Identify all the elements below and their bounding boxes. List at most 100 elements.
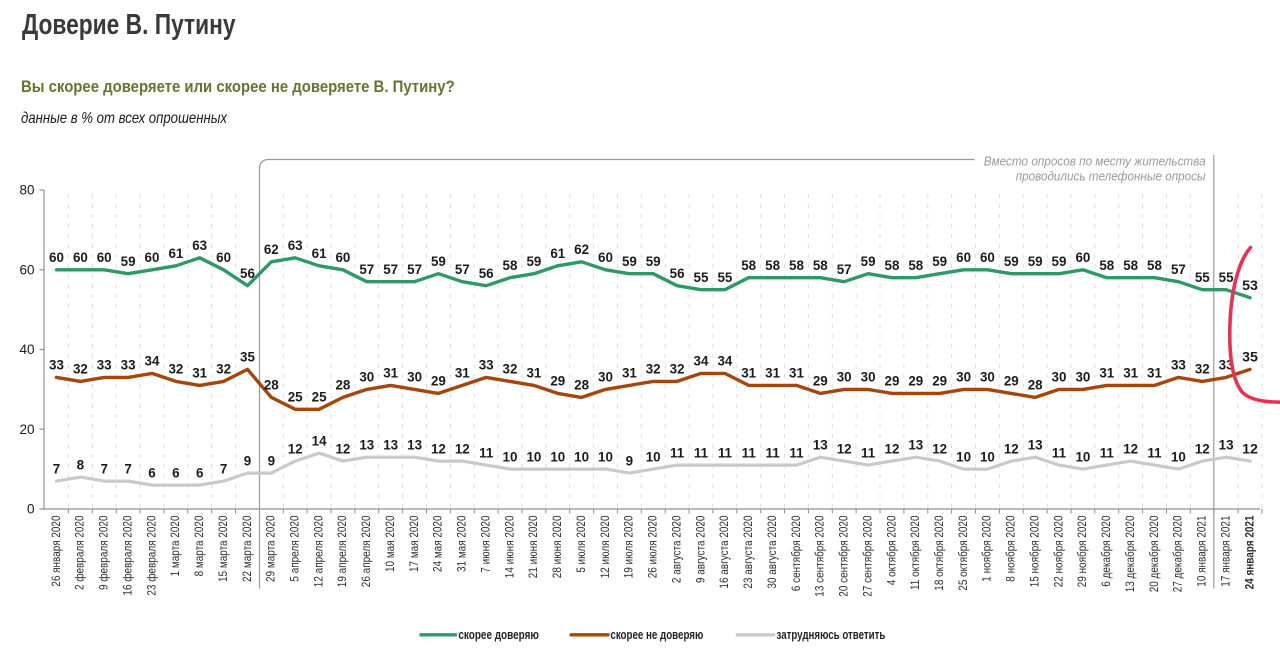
svg-text:15 ноября 2020: 15 ноября 2020	[1027, 515, 1041, 587]
svg-text:57: 57	[455, 262, 470, 277]
svg-text:33: 33	[121, 358, 136, 373]
svg-text:10 мая 2020: 10 мая 2020	[383, 515, 397, 572]
svg-text:30: 30	[598, 370, 613, 385]
svg-text:7: 7	[53, 461, 60, 476]
svg-text:17 мая 2020: 17 мая 2020	[407, 515, 421, 572]
svg-text:20: 20	[19, 422, 34, 437]
svg-text:58: 58	[765, 258, 780, 273]
svg-text:30: 30	[956, 370, 971, 385]
svg-text:60: 60	[216, 250, 231, 265]
svg-text:61: 61	[312, 246, 327, 261]
svg-text:12: 12	[837, 441, 852, 456]
svg-text:59: 59	[1028, 254, 1043, 269]
svg-text:12: 12	[335, 441, 350, 456]
svg-text:58: 58	[885, 258, 900, 273]
svg-text:31: 31	[383, 366, 398, 381]
svg-text:57: 57	[383, 262, 398, 277]
svg-text:10: 10	[956, 449, 971, 464]
svg-text:7 июня 2020: 7 июня 2020	[478, 515, 492, 572]
svg-text:13: 13	[407, 437, 422, 452]
svg-text:13: 13	[1219, 437, 1234, 452]
svg-text:29: 29	[550, 374, 565, 389]
svg-text:13: 13	[908, 437, 923, 452]
svg-text:58: 58	[789, 258, 804, 273]
svg-text:6: 6	[196, 465, 203, 480]
svg-text:7: 7	[124, 461, 131, 476]
svg-text:28: 28	[264, 378, 279, 393]
svg-text:59: 59	[932, 254, 947, 269]
svg-text:25: 25	[288, 390, 303, 405]
svg-text:13 декабря 2020: 13 декабря 2020	[1123, 515, 1137, 592]
svg-text:4 октября 2020: 4 октября 2020	[884, 515, 898, 585]
svg-text:28: 28	[574, 378, 589, 393]
svg-text:12: 12	[1004, 441, 1019, 456]
svg-text:17 января 2021: 17 января 2021	[1218, 515, 1232, 586]
svg-text:57: 57	[407, 262, 422, 277]
svg-text:27 декабря 2020: 27 декабря 2020	[1171, 515, 1185, 592]
svg-text:29 марта 2020: 29 марта 2020	[264, 515, 278, 582]
svg-text:13: 13	[813, 437, 828, 452]
svg-text:56: 56	[479, 266, 494, 281]
svg-text:60: 60	[97, 250, 112, 265]
svg-text:12: 12	[455, 441, 470, 456]
svg-text:30 августа 2020: 30 августа 2020	[765, 515, 779, 588]
svg-text:12 апреля 2020: 12 апреля 2020	[311, 515, 325, 587]
svg-text:29: 29	[431, 374, 446, 389]
svg-text:6 декабря 2020: 6 декабря 2020	[1099, 515, 1113, 586]
svg-text:20 декабря 2020: 20 декабря 2020	[1147, 515, 1161, 592]
svg-text:6 сентября 2020: 6 сентября 2020	[789, 515, 803, 591]
svg-text:12: 12	[1195, 441, 1210, 456]
svg-text:12: 12	[431, 441, 446, 456]
svg-text:26 января 2020: 26 января 2020	[49, 515, 63, 586]
svg-text:23 февраля 2020: 23 февраля 2020	[144, 515, 158, 595]
svg-text:28: 28	[335, 378, 350, 393]
svg-text:10: 10	[503, 449, 518, 464]
svg-text:31: 31	[1123, 366, 1138, 381]
svg-text:31: 31	[1099, 366, 1114, 381]
svg-text:60: 60	[1075, 250, 1090, 265]
svg-text:59: 59	[1052, 254, 1067, 269]
svg-text:12: 12	[1242, 441, 1258, 457]
svg-text:60: 60	[145, 250, 160, 265]
svg-text:32: 32	[216, 362, 231, 377]
svg-text:30: 30	[837, 370, 852, 385]
svg-text:12: 12	[932, 441, 947, 456]
svg-text:55: 55	[1195, 270, 1210, 285]
svg-text:26 апреля 2020: 26 апреля 2020	[359, 515, 373, 587]
svg-text:24 января 2021: 24 января 2021	[1242, 515, 1256, 589]
svg-text:56: 56	[240, 266, 255, 281]
svg-text:8: 8	[77, 457, 85, 472]
svg-text:58: 58	[1099, 258, 1114, 273]
svg-text:10: 10	[980, 449, 995, 464]
svg-text:60: 60	[335, 250, 350, 265]
svg-text:11: 11	[861, 445, 876, 460]
svg-text:21 июня 2020: 21 июня 2020	[526, 515, 540, 578]
svg-text:29: 29	[885, 374, 900, 389]
svg-text:32: 32	[1195, 362, 1210, 377]
svg-text:60: 60	[19, 262, 34, 277]
svg-text:1 ноября 2020: 1 ноября 2020	[980, 515, 994, 581]
svg-text:22 ноября 2020: 22 ноября 2020	[1051, 515, 1065, 587]
svg-text:30: 30	[407, 370, 422, 385]
svg-text:55: 55	[1219, 270, 1234, 285]
svg-text:30: 30	[1075, 370, 1090, 385]
svg-text:57: 57	[837, 262, 852, 277]
svg-text:22 марта 2020: 22 марта 2020	[240, 515, 254, 582]
svg-text:19 апреля 2020: 19 апреля 2020	[335, 515, 349, 587]
svg-text:31: 31	[765, 366, 780, 381]
svg-text:53: 53	[1242, 278, 1258, 294]
svg-text:20 сентября 2020: 20 сентября 2020	[836, 515, 850, 596]
svg-text:62: 62	[264, 242, 279, 257]
svg-text:29: 29	[908, 374, 923, 389]
svg-text:11: 11	[1147, 445, 1162, 460]
svg-text:33: 33	[97, 358, 112, 373]
svg-text:12: 12	[288, 441, 303, 456]
svg-text:34: 34	[694, 354, 709, 369]
svg-text:31: 31	[789, 366, 804, 381]
svg-text:59: 59	[431, 254, 446, 269]
svg-text:33: 33	[1171, 358, 1186, 373]
svg-text:32: 32	[73, 362, 88, 377]
svg-text:13: 13	[1028, 437, 1043, 452]
svg-text:29: 29	[932, 374, 947, 389]
svg-text:60: 60	[598, 250, 613, 265]
